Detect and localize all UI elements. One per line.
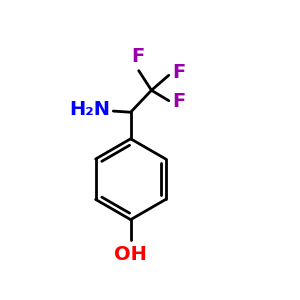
Text: F: F (131, 47, 144, 67)
Text: F: F (172, 64, 185, 83)
Text: OH: OH (114, 244, 147, 264)
Text: H₂N: H₂N (69, 100, 110, 119)
Text: F: F (172, 92, 185, 111)
